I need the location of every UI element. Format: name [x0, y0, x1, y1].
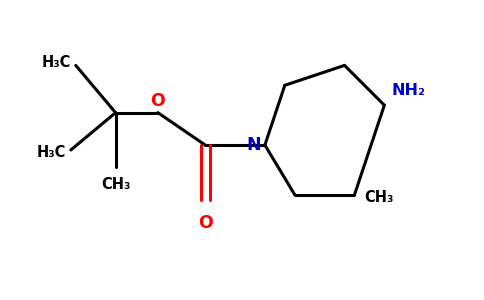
- Text: O: O: [198, 214, 212, 232]
- Text: CH₃: CH₃: [364, 190, 394, 205]
- Text: N: N: [246, 136, 261, 154]
- Text: NH₂: NH₂: [392, 83, 426, 98]
- Text: H₃C: H₃C: [42, 56, 71, 70]
- Text: O: O: [151, 92, 165, 110]
- Text: CH₃: CH₃: [101, 177, 130, 192]
- Text: H₃C: H₃C: [36, 145, 66, 160]
